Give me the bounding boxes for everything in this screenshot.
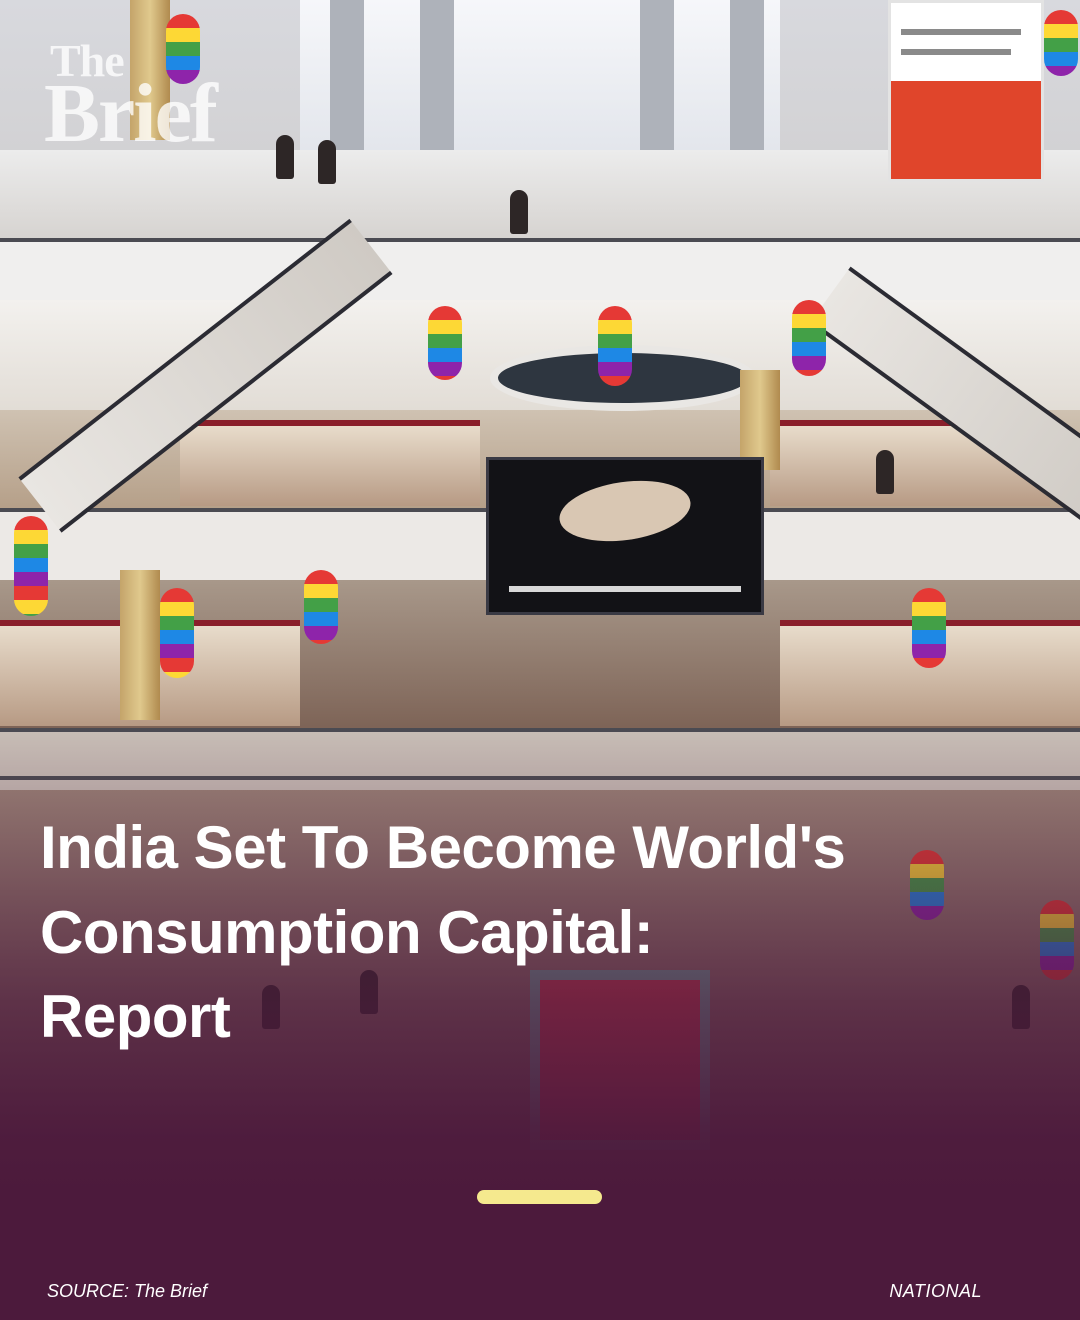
headline: India Set To Become World's Consumption … [40, 806, 1000, 1060]
brand-logo-line1: The [50, 35, 125, 86]
source-credit: SOURCE: The Brief [47, 1281, 208, 1301]
headline-line: Report [40, 983, 231, 1051]
slide-indicator[interactable] [477, 1190, 602, 1204]
brand-logo: The Brief [44, 35, 218, 160]
headline-line: Consumption Capital: [40, 898, 654, 966]
brand-logo-line2: Brief [44, 66, 218, 160]
category-label: NATIONAL [889, 1281, 982, 1301]
headline-line: India Set To Become World's [40, 814, 846, 881]
